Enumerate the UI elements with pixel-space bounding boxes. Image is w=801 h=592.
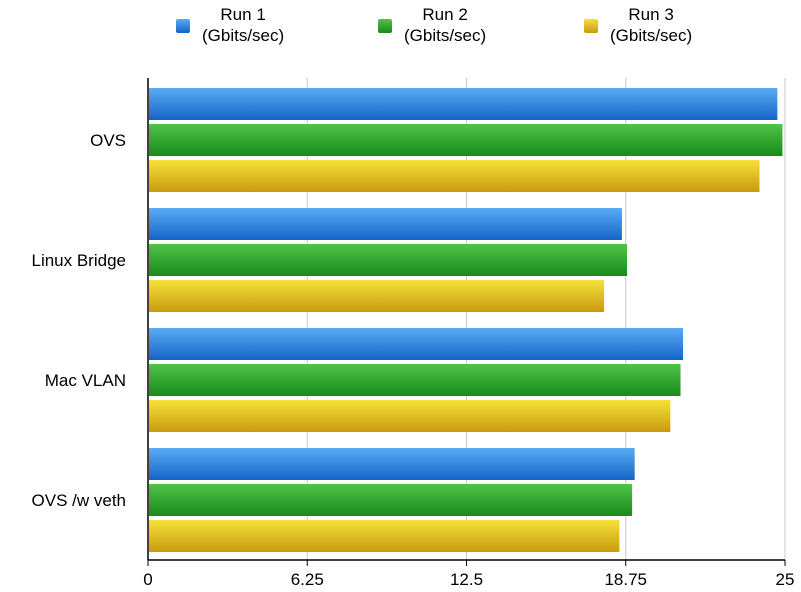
x-tick-label: 18.75 [604,570,647,589]
category-label: Linux Bridge [31,251,126,270]
bar-ovs-run-3 [149,160,760,192]
bar-ovs-w-veth-run-3 [149,520,620,552]
legend: Run 1 (Gbits/sec) Run 2 (Gbits/sec) Run … [0,4,801,58]
legend-label-run-3: Run 3 [628,5,674,24]
legend-item-run-1[interactable]: Run 1 (Gbits/sec) [176,4,284,58]
bar-ovs-w-veth-run-2 [149,484,633,516]
bar-mac-vlan-run-2 [149,364,681,396]
x-axis-ticks: 0 6.25 12.5 18.75 25 [143,560,794,589]
bar-linux-bridge-run-1 [149,208,622,240]
category-labels: OVS Linux Bridge Mac VLAN OVS /w veth [31,131,126,510]
bars [149,88,783,552]
legend-swatch-run-3 [584,19,598,33]
legend-swatch-run-2 [378,19,392,33]
bar-linux-bridge-run-3 [149,280,605,312]
legend-item-run-2[interactable]: Run 2 (Gbits/sec) [378,4,486,58]
legend-label-run-1: Run 1 [220,5,266,24]
bar-ovs-run-2 [149,124,783,156]
legend-unit-run-1: (Gbits/sec) [202,26,285,45]
x-tick-label: 6.25 [291,570,324,589]
x-tick-label: 12.5 [450,570,483,589]
legend-swatch-run-1 [176,19,190,33]
legend-unit-run-3: (Gbits/sec) [610,26,693,45]
bar-ovs-run-1 [149,88,778,120]
category-label: OVS /w veth [32,491,126,510]
bar-ovs-w-veth-run-1 [149,448,635,480]
legend-item-run-3[interactable]: Run 3 (Gbits/sec) [584,4,692,58]
bar-mac-vlan-run-3 [149,400,671,432]
legend-unit-run-2: (Gbits/sec) [404,26,487,45]
category-label: OVS [90,131,126,150]
category-label: Mac VLAN [45,371,126,390]
bar-mac-vlan-run-1 [149,328,684,360]
legend-label-run-2: Run 2 [422,5,468,24]
x-tick-label: 25 [776,570,795,589]
bar-linux-bridge-run-2 [149,244,628,276]
x-tick-label: 0 [143,570,152,589]
